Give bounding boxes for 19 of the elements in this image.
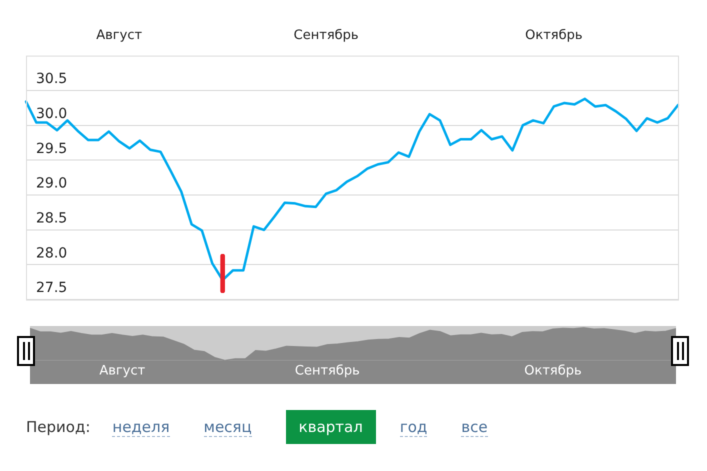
x-tick-label: Октябрь [524,364,582,379]
text: квартал [286,410,376,444]
y-tick-label: 29.5 [36,140,68,157]
y-tick-label: 30.0 [36,106,68,122]
x-tick-label: Август [96,28,142,44]
y-tick-label: 28.0 [36,245,68,262]
x-tick-label: Август [99,364,146,379]
text: Период: [26,418,90,436]
text: месяц [204,418,252,436]
x-tick-label: Октябрь [525,28,583,44]
y-tick-label: 30.5 [36,71,68,88]
text: год [400,418,428,436]
x-tick-label: Сентябрь [294,364,360,379]
y-tick-label: 27.5 [36,280,68,296]
text: все [461,418,488,436]
text: неделя [112,418,170,436]
y-tick-label: 29.0 [36,176,68,192]
y-tick-label: 28.5 [36,210,68,227]
x-tick-label: Сентябрь [294,28,359,44]
